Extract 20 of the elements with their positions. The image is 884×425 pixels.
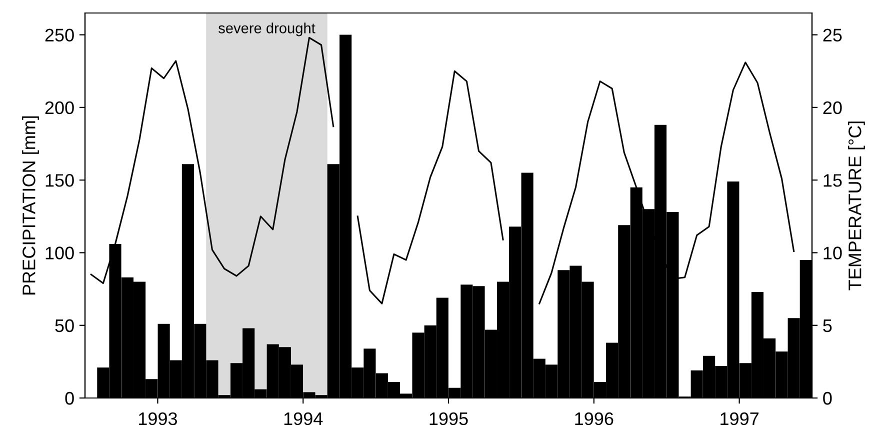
- y-axis-title: PRECIPITATION [mm]: [22, 116, 39, 294]
- y-tick-label: 150: [46, 174, 74, 187]
- y2-tick-label: 25: [823, 28, 842, 42]
- band-label: severe drought: [218, 22, 316, 36]
- x-tick-label: 1995: [430, 412, 468, 425]
- y-tick-label: 250: [45, 28, 74, 42]
- y2-axis-title: TEMPERATURE [°C]: [848, 122, 865, 290]
- y2-tick-label: 5: [823, 319, 832, 332]
- y-tick-label: 200: [45, 101, 74, 114]
- y-tick-label: 100: [46, 246, 74, 260]
- x-tick-label: 1994: [284, 412, 323, 425]
- x-tick-label: 1997: [720, 412, 758, 425]
- y-tick-label: 0: [65, 392, 74, 405]
- y2-tick-label: 15: [824, 174, 842, 187]
- y-tick-label: 50: [55, 319, 74, 332]
- x-tick-label: 1996: [575, 412, 614, 425]
- y2-tick-label: 10: [824, 246, 842, 260]
- y2-tick-label: 0: [823, 392, 832, 405]
- y2-tick-label: 20: [823, 101, 842, 114]
- x-tick-label: 1993: [138, 412, 177, 425]
